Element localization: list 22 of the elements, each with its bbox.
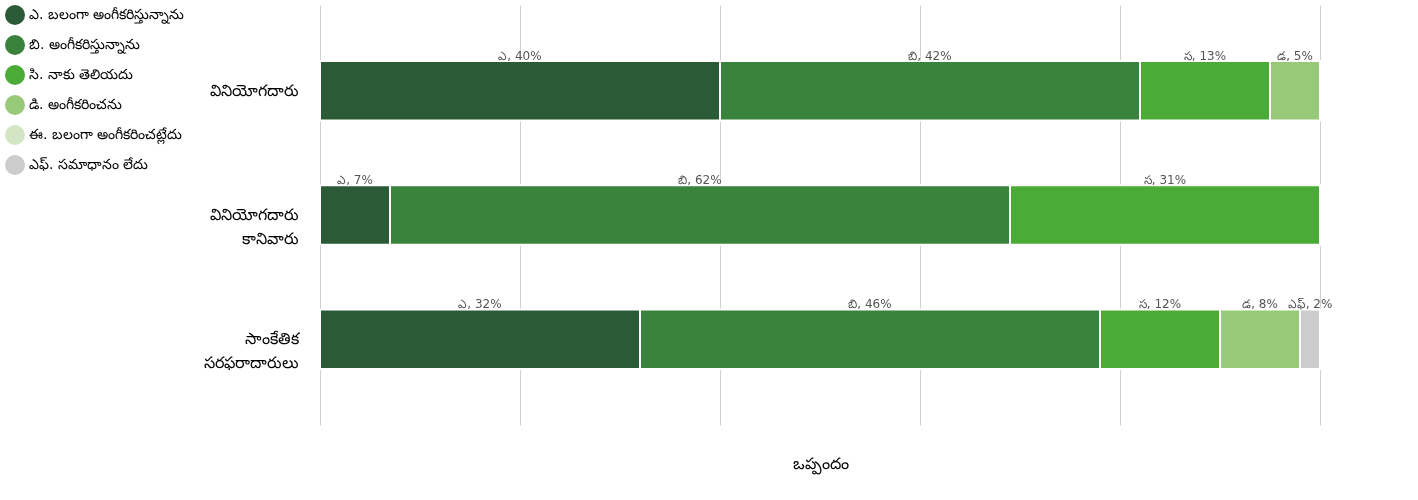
legend-label: ఈ. బలంగా అంగీకరించట్లేదు: [29, 126, 183, 145]
data-label: స, 31%: [1143, 173, 1187, 187]
legend-label: ఎ. బలంగా అంగీకరిస్తున్నాను: [29, 6, 185, 24]
legend-label: సి. నాకు తెలియదు: [29, 66, 134, 82]
data-label: ఎ, 40%: [498, 48, 542, 63]
legend-label: బి. అంగీకరిస్తున్నాను: [29, 36, 140, 54]
legend-label: డి. అంగీకరించను: [29, 96, 122, 112]
data-label: డ, 8%: [1242, 297, 1278, 312]
data-label: బి, 62%: [678, 173, 722, 187]
data-label: బి, 42%: [908, 48, 952, 63]
data-label: స, 12%: [1138, 297, 1182, 312]
x-axis-title: ఒప్పందం: [792, 453, 849, 475]
data-label: ఎఫ్, 2%: [1287, 297, 1333, 312]
y-tick-label: వినియోగదారు కానివారు: [209, 205, 299, 248]
data-label: స, 13%: [1183, 48, 1227, 63]
data-label: బి, 46%: [848, 297, 892, 312]
data-label: ఎ, 32%: [458, 297, 502, 312]
data-label: ఎ, 7%: [337, 173, 373, 187]
y-tick-label: వినియోగదారు: [209, 80, 299, 100]
data-label: డ, 5%: [1277, 48, 1313, 63]
legend-label: ఎఫ్. సమాధానం లేదు: [29, 156, 149, 172]
y-tick-label: సాంకేతిక సరఫరాదారులు: [203, 329, 301, 373]
